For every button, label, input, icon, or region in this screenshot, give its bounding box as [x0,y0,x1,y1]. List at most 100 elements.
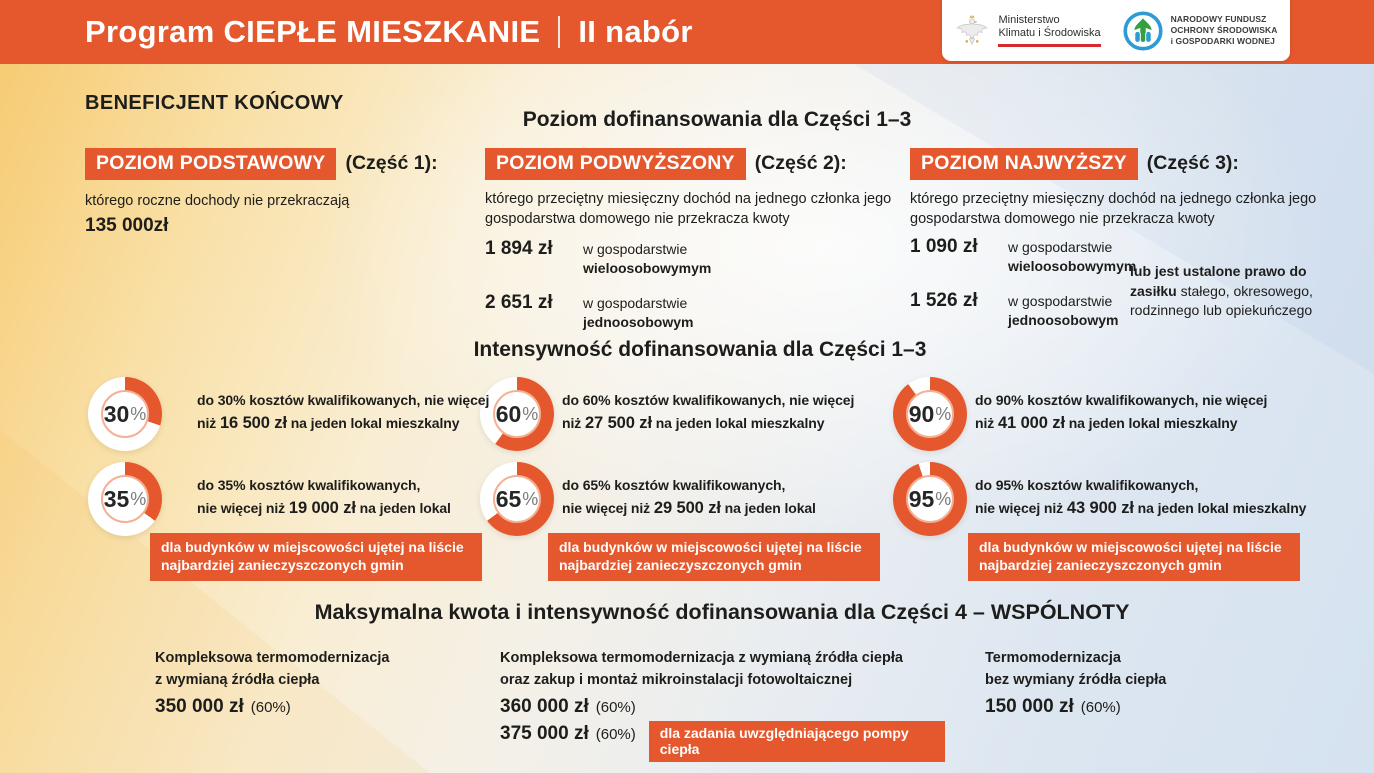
intensity-line2-pre: niż [975,414,998,431]
ministry-logo-line2: Klimatu i Środowiska [998,27,1101,40]
wspolnoty-suffix: (60%) [250,698,291,716]
donut-chart-90: 90% [893,377,967,451]
donut-percent: 60 [495,400,522,427]
level-basic-part: (Część 1): [345,152,438,174]
fund-logo-text: NARODOWY FUNDUSZ OCHRONY ŚRODOWISKA i GO… [1171,14,1278,47]
fund-logo: NARODOWY FUNDUSZ OCHRONY ŚRODOWISKA i GO… [1123,10,1278,51]
percent-sign: % [522,488,539,509]
donut-label: 30% [88,377,162,451]
intensity-amount: 29 500 zł [653,498,721,517]
intensity-text-65: do 65% kosztów kwalifikowanych, nie więc… [562,475,917,520]
intensity-line1: do 60% kosztów kwalifikowanych, nie więc… [562,392,855,408]
level-highest-part: (Część 3): [1146,152,1239,174]
ministry-logo-line1: Ministerstwo [998,14,1060,27]
wspolnoty-line: oraz zakup i montaż mikroinstalacji foto… [500,671,853,688]
donut-label: 60% [480,377,554,451]
intensity-text-60: do 60% kosztów kwalifikowanych, nie więc… [562,390,917,435]
income-label-top: w gospodarstwie [1008,239,1113,255]
intensity-line1: do 35% kosztów kwalifikowanych, [197,477,421,493]
donut-label: 90% [893,377,967,451]
intensity-text-90: do 90% kosztów kwalifikowanych, nie więc… [975,390,1360,435]
header-title-wrap: Program CIEPŁE MIESZKANIE II nabór [85,0,693,64]
wspolnoty-amount: 375 000 zł [500,722,589,744]
intensity-amount: 19 000 zł [288,498,356,517]
level-increased-desc: którego przeciętny miesięczny dochód na … [485,191,892,227]
intensity-amount: 27 500 zł [584,413,652,432]
donut-hole [493,390,541,438]
income-row: 1 526 zł w gospodarstwie jednoosobowym [910,290,1118,330]
level-highest-badge: POZIOM NAJWYŻSZY [910,148,1138,180]
level-increased-badge: POZIOM PODWYŻSZONY [485,148,746,180]
intensity-line2-pre: nie więcej niż [975,499,1067,516]
donut-chart-35: 35% [88,462,162,536]
donut-hole [493,475,541,523]
wspolnoty-line: Kompleksowa termomodernizacja z wymianą … [500,650,903,666]
program-title: Program CIEPŁE MIESZKANIE [85,14,541,49]
wspolnoty-amount-row: 150 000 zł (60%) [985,696,1315,718]
header-bar: Program CIEPŁE MIESZKANIE II nabór Minis… [0,0,1374,64]
donut-percent: 35 [103,485,130,512]
benefits-note-rest: stałego, okresowego, rodzinnego lub opie… [1130,282,1313,319]
wspolnoty-amount: 360 000 zł [500,695,589,717]
intensity-line2-pre: niż [197,414,220,431]
donut-chart-95: 95% [893,462,967,536]
polluted-municipality-flag: dla budynków w miejscowości ujętej na li… [150,533,482,581]
income-label-bottom: wieloosobowymym [583,259,712,276]
level-basic-header: POZIOM PODSTAWOWY (Część 1): [85,148,438,180]
wspolnoty-amount: 350 000 zł [155,695,244,717]
donut-percent: 30 [103,400,130,427]
wspolnoty-amount: 150 000 zł [985,695,1074,717]
intensity-line2-post: na jeden lokal mieszkalny [1064,414,1238,431]
donut-label: 65% [480,462,554,536]
percent-sign: % [130,403,147,424]
benefits-note-bold: lub jest ustalone prawo do zasiłku [1130,263,1307,299]
donut-label: 95% [893,462,967,536]
percent-sign: % [522,403,539,424]
intensity-text-95: do 95% kosztów kwalifikowanych, nie więc… [975,475,1365,520]
income-row: 2 651 zł w gospodarstwie jednoosobowym [485,292,693,332]
heat-pump-badge: dla zadania uwzględniającego pompy ciepł… [648,720,945,762]
wspolnoty-amount-row: 375 000 zł (60%) dla zadania uwzględniaj… [500,720,945,763]
intensity-line2-pre: nie więcej niż [197,499,289,516]
donut-percent: 95 [908,485,935,512]
intensity-line2-post: na jeden lokal mieszkalny [651,414,825,431]
fund-logo-line1: NARODOWY FUNDUSZ [1170,13,1267,24]
income-label: w gospodarstwie wieloosobowymym [583,238,711,278]
intensity-text-35: do 35% kosztów kwalifikowanych, nie więc… [197,475,542,520]
wspolnoty-suffix: (60%) [595,725,636,743]
intensity-line2-post: na jeden lokal mieszkalny [1133,499,1307,516]
intensity-line2-post: na jeden lokal mieszkalny [286,414,460,431]
level-increased-header: POZIOM PODWYŻSZONY (Część 2): [485,148,847,180]
intensity-amount: 41 000 zł [997,413,1065,432]
donut-chart-60: 60% [480,377,554,451]
polluted-municipality-flag: dla budynków w miejscowości ujętej na li… [548,533,880,581]
donut-chart-65: 65% [480,462,554,536]
wspolnoty-col-3: Termomodernizacja bez wymiany źródła cie… [985,648,1315,718]
intensity-text-30: do 30% kosztów kwalifikowanych, nie więc… [197,390,542,435]
donut-percent: 65 [495,485,522,512]
logos-panel: Ministerstwo Klimatu i Środowiska NARODO… [942,0,1290,61]
level-increased-part: (Część 2): [754,152,847,174]
wspolnoty-heading: Maksymalna kwota i intensywność dofinans… [314,600,1130,624]
wspolnoty-col-2: Kompleksowa termomodernizacja z wymianą … [500,648,945,763]
income-amount: 1 090 zł [910,236,978,257]
percent-sign: % [935,403,952,424]
wspolnoty-col-1: Kompleksowa termomodernizacja z wymianą … [155,648,485,718]
donut-hole [906,475,954,523]
polluted-municipality-flag: dla budynków w miejscowości ujętej na li… [968,533,1300,581]
donut-hole [101,475,149,523]
income-label-bottom: jednoosobowym [583,313,694,330]
ministry-logo-underline [998,44,1101,47]
wspolnoty-line: Kompleksowa termomodernizacja [155,650,390,666]
income-label-bottom: wieloosobowymym [1008,257,1137,274]
intensity-amount: 43 900 zł [1066,498,1134,517]
wspolnoty-line: z wymianą źródła ciepła [155,671,320,688]
income-label-bottom: jednoosobowym [1008,311,1119,328]
income-label-top: w gospodarstwie [583,241,688,257]
program-subtitle: II nabór [578,14,693,49]
wspolnoty-line: Termomodernizacja [985,650,1121,666]
intensity-line2-post: na jeden lokal [355,499,451,516]
percent-sign: % [130,488,147,509]
wspolnoty-amount-row: 350 000 zł (60%) [155,696,485,718]
income-row: 1 090 zł w gospodarstwie wieloosobowymym [910,236,1136,276]
